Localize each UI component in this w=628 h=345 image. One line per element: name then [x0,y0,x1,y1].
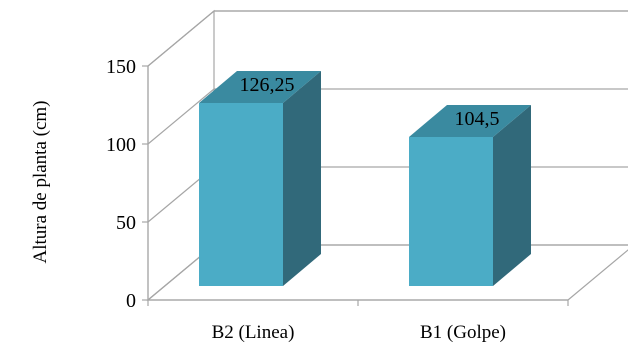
data-label: 126,25 [240,74,295,96]
gridline [147,88,628,145]
bar-side [493,104,531,286]
y-tick-label: 50 [116,212,136,234]
x-tick-label: B2 (Linea) [212,322,295,343]
bar-side [283,71,321,286]
y-tick-label: 100 [106,134,136,156]
x-axis-ticks: B2 (Linea) B1 (Golpe) [147,299,569,343]
y-tick-label: 0 [126,290,136,312]
bar [409,104,531,286]
bar-front [199,103,283,286]
y-tick-label: 150 [106,56,136,78]
y-axis-ticks: 0 50 100 150 [106,56,149,312]
bar [199,71,321,286]
bar-top [409,104,531,137]
gridline [147,10,628,67]
data-label: 104,5 [455,108,500,130]
bar-front [409,136,493,286]
y-axis-title: Altura de planta (cm) [30,100,51,263]
bars [199,71,531,286]
x-tick-label: B1 (Golpe) [420,322,506,343]
data-labels: 126,25 104,5 [240,74,500,130]
bar-top [199,71,321,104]
